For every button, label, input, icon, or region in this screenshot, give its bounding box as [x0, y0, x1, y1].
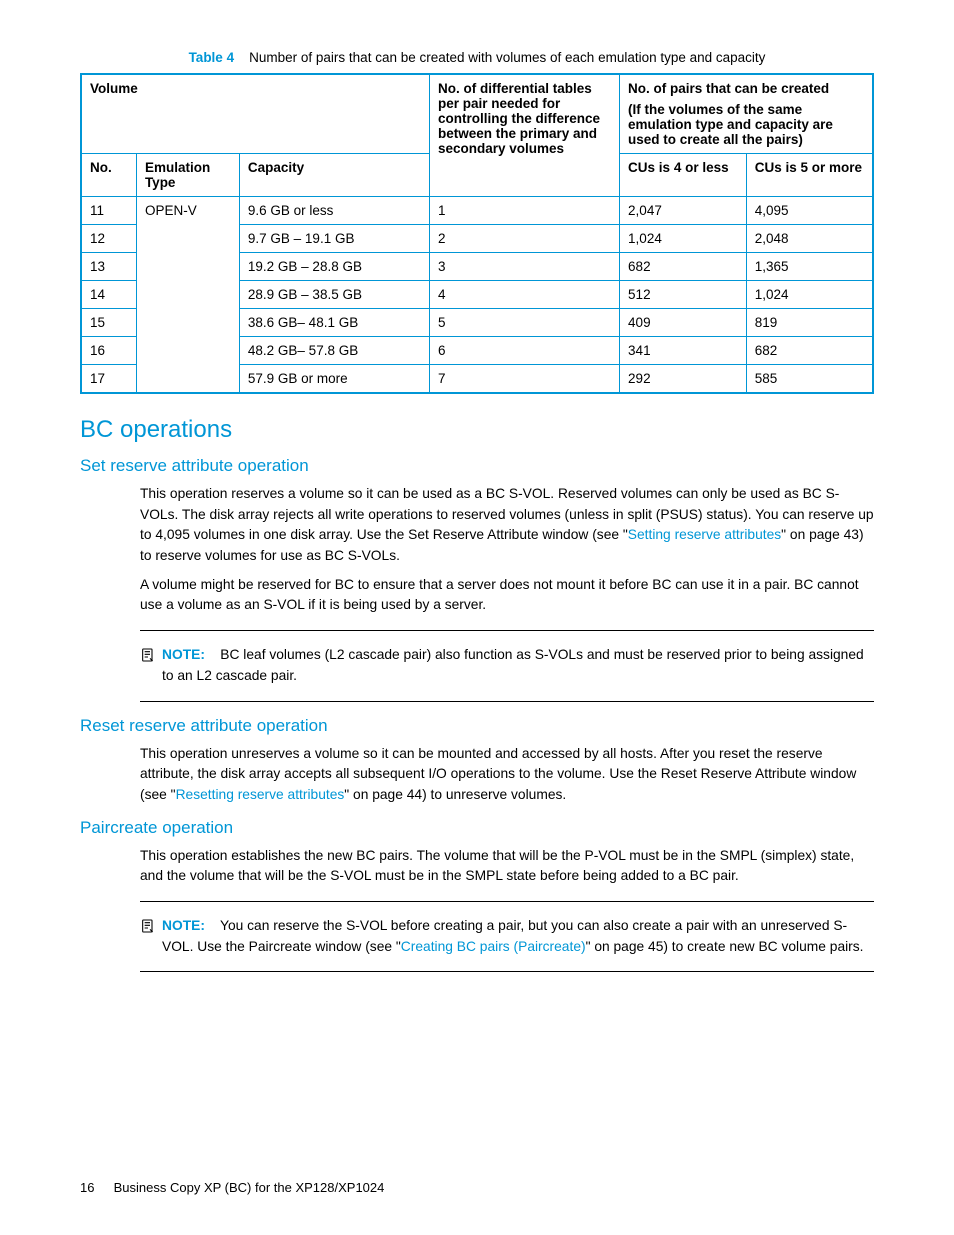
- cell-cu5: 1,024: [746, 281, 873, 309]
- cell-diff: 6: [429, 337, 619, 365]
- th-cap: Capacity: [239, 154, 429, 197]
- th-emu: Emulation Type: [136, 154, 239, 197]
- divider: [140, 901, 874, 902]
- paragraph: This operation unreserves a volume so it…: [140, 744, 874, 806]
- note-body: NOTE: You can reserve the S-VOL before c…: [162, 916, 874, 957]
- table-row: 11 OPEN-V 9.6 GB or less 1 2,047 4,095: [81, 197, 873, 225]
- cell-cu4: 292: [620, 365, 747, 394]
- link-setting-reserve[interactable]: Setting reserve attributes: [628, 527, 781, 542]
- cell-cu5: 585: [746, 365, 873, 394]
- note-block: NOTE: You can reserve the S-VOL before c…: [140, 901, 874, 972]
- table-caption: Table 4 Number of pairs that can be crea…: [80, 50, 874, 65]
- cell-cap: 9.7 GB – 19.1 GB: [239, 225, 429, 253]
- set-reserve-block: This operation reserves a volume so it c…: [140, 484, 874, 616]
- cell-cu4: 1,024: [620, 225, 747, 253]
- heading-bc-operations: BC operations: [80, 416, 874, 444]
- note-label: NOTE:: [162, 647, 205, 662]
- page-number: 16: [80, 1180, 110, 1195]
- paragraph: This operation reserves a volume so it c…: [140, 484, 874, 567]
- cell-cu4: 512: [620, 281, 747, 309]
- th-pairs-title: No. of pairs that can be created: [628, 81, 864, 96]
- note: NOTE: You can reserve the S-VOL before c…: [140, 916, 874, 957]
- th-pairs-note: (If the volumes of the same emulation ty…: [628, 102, 864, 147]
- cell-emulation: OPEN-V: [136, 197, 239, 394]
- cell-diff: 3: [429, 253, 619, 281]
- heading-set-reserve: Set reserve attribute operation: [80, 456, 874, 476]
- cell-no: 16: [81, 337, 136, 365]
- note-icon: [140, 647, 156, 670]
- cell-no: 11: [81, 197, 136, 225]
- document-page: Table 4 Number of pairs that can be crea…: [0, 0, 954, 1235]
- divider: [140, 630, 874, 631]
- cell-cu4: 341: [620, 337, 747, 365]
- link-creating-bc-pairs[interactable]: Creating BC pairs (Paircreate): [401, 939, 586, 954]
- cell-cap: 19.2 GB – 28.8 GB: [239, 253, 429, 281]
- cell-diff: 5: [429, 309, 619, 337]
- cell-cu4: 2,047: [620, 197, 747, 225]
- cell-cu5: 819: [746, 309, 873, 337]
- note-text: BC leaf volumes (L2 cascade pair) also f…: [162, 647, 864, 683]
- reset-reserve-block: This operation unreserves a volume so it…: [140, 744, 874, 806]
- heading-reset-reserve: Reset reserve attribute operation: [80, 716, 874, 736]
- th-diff: No. of differential tables per pair need…: [429, 74, 619, 197]
- cell-cu4: 682: [620, 253, 747, 281]
- cell-diff: 4: [429, 281, 619, 309]
- th-pairs: No. of pairs that can be created (If the…: [620, 74, 873, 154]
- table-head-row: Volume No. of differential tables per pa…: [81, 74, 873, 154]
- paragraph: A volume might be reserved for BC to ens…: [140, 575, 874, 616]
- divider: [140, 701, 874, 702]
- link-resetting-reserve[interactable]: Resetting reserve attributes: [176, 787, 345, 802]
- paragraph: This operation establishes the new BC pa…: [140, 846, 874, 887]
- cell-no: 17: [81, 365, 136, 394]
- table-caption-text: Number of pairs that can be created with…: [249, 50, 765, 65]
- table-body: 11 OPEN-V 9.6 GB or less 1 2,047 4,095 1…: [81, 197, 873, 394]
- cell-cap: 48.2 GB– 57.8 GB: [239, 337, 429, 365]
- note-text: " on page 45) to create new BC volume pa…: [586, 939, 864, 954]
- cell-diff: 7: [429, 365, 619, 394]
- cell-no: 15: [81, 309, 136, 337]
- th-no: No.: [81, 154, 136, 197]
- cell-cap: 28.9 GB – 38.5 GB: [239, 281, 429, 309]
- cell-cu5: 2,048: [746, 225, 873, 253]
- cell-cu5: 682: [746, 337, 873, 365]
- emulation-table: Volume No. of differential tables per pa…: [80, 73, 874, 394]
- heading-paircreate: Paircreate operation: [80, 818, 874, 838]
- cell-cu5: 4,095: [746, 197, 873, 225]
- cell-no: 14: [81, 281, 136, 309]
- text: " on page 44) to unreserve volumes.: [344, 787, 566, 802]
- cell-no: 13: [81, 253, 136, 281]
- th-volume: Volume: [81, 74, 429, 154]
- cell-cu5: 1,365: [746, 253, 873, 281]
- cell-no: 12: [81, 225, 136, 253]
- cell-diff: 1: [429, 197, 619, 225]
- note: NOTE: BC leaf volumes (L2 cascade pair) …: [140, 645, 874, 686]
- page-footer: 16 Business Copy XP (BC) for the XP128/X…: [80, 1180, 384, 1195]
- table-label: Table 4: [189, 50, 235, 65]
- footer-title: Business Copy XP (BC) for the XP128/XP10…: [114, 1180, 385, 1195]
- note-block: NOTE: BC leaf volumes (L2 cascade pair) …: [140, 630, 874, 701]
- paircreate-block: This operation establishes the new BC pa…: [140, 846, 874, 887]
- divider: [140, 971, 874, 972]
- note-label: NOTE:: [162, 918, 205, 933]
- cell-cap: 38.6 GB– 48.1 GB: [239, 309, 429, 337]
- note-body: NOTE: BC leaf volumes (L2 cascade pair) …: [162, 645, 874, 686]
- th-cu4: CUs is 4 or less: [620, 154, 747, 197]
- cell-cu4: 409: [620, 309, 747, 337]
- cell-cap: 9.6 GB or less: [239, 197, 429, 225]
- note-icon: [140, 918, 156, 941]
- cell-diff: 2: [429, 225, 619, 253]
- cell-cap: 57.9 GB or more: [239, 365, 429, 394]
- th-cu5: CUs is 5 or more: [746, 154, 873, 197]
